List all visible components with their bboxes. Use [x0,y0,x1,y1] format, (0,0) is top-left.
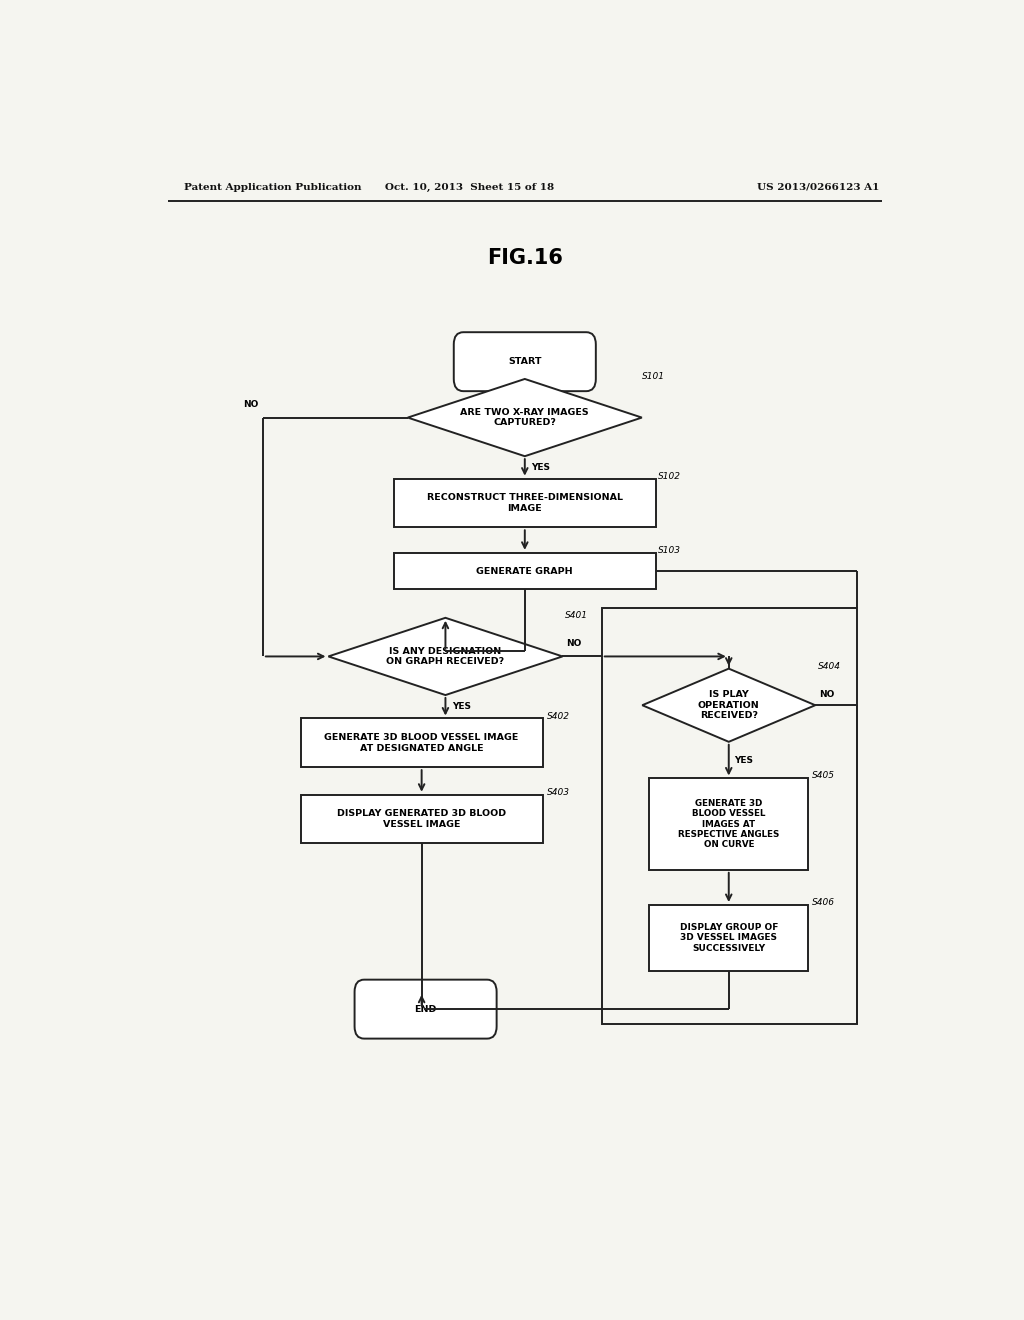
Text: END: END [415,1005,437,1014]
Text: S405: S405 [812,771,836,780]
Text: ARE TWO X-RAY IMAGES
CAPTURED?: ARE TWO X-RAY IMAGES CAPTURED? [461,408,589,428]
Bar [301,795,543,843]
Polygon shape [329,618,562,696]
Bar [394,553,655,589]
FancyBboxPatch shape [454,333,596,391]
Bar [649,906,808,972]
Text: IS PLAY
OPERATION
RECEIVED?: IS PLAY OPERATION RECEIVED? [698,690,760,721]
FancyBboxPatch shape [354,979,497,1039]
Text: Patent Application Publication: Patent Application Publication [183,183,361,191]
Polygon shape [642,669,815,742]
Bar [301,718,543,767]
Text: S401: S401 [564,611,588,620]
Text: NO: NO [566,639,582,648]
Text: DISPLAY GENERATED 3D BLOOD
VESSEL IMAGE: DISPLAY GENERATED 3D BLOOD VESSEL IMAGE [337,809,506,829]
Text: YES: YES [452,702,471,711]
Text: GENERATE 3D
BLOOD VESSEL
IMAGES AT
RESPECTIVE ANGLES
ON CURVE: GENERATE 3D BLOOD VESSEL IMAGES AT RESPE… [678,799,779,850]
Text: S101: S101 [642,372,666,381]
Bar [602,607,856,1024]
Polygon shape [408,379,642,457]
Text: DISPLAY GROUP OF
3D VESSEL IMAGES
SUCCESSIVELY: DISPLAY GROUP OF 3D VESSEL IMAGES SUCCES… [680,923,778,953]
Bar [394,479,655,528]
Text: S103: S103 [658,546,681,556]
Text: FIG.16: FIG.16 [486,248,563,268]
Text: S402: S402 [547,711,570,721]
Text: START: START [508,358,542,366]
Text: YES: YES [734,755,754,764]
Text: S403: S403 [547,788,570,797]
Bar [649,779,808,870]
Text: S406: S406 [812,898,836,907]
Text: NO: NO [819,690,835,700]
Text: US 2013/0266123 A1: US 2013/0266123 A1 [757,183,880,191]
Text: GENERATE GRAPH: GENERATE GRAPH [476,566,573,576]
Text: Oct. 10, 2013  Sheet 15 of 18: Oct. 10, 2013 Sheet 15 of 18 [385,183,554,191]
Text: NO: NO [244,400,259,409]
Text: S102: S102 [658,473,681,480]
Text: RECONSTRUCT THREE-DIMENSIONAL
IMAGE: RECONSTRUCT THREE-DIMENSIONAL IMAGE [427,494,623,512]
Text: IS ANY DESIGNATION
ON GRAPH RECEIVED?: IS ANY DESIGNATION ON GRAPH RECEIVED? [386,647,505,667]
Text: GENERATE 3D BLOOD VESSEL IMAGE
AT DESIGNATED ANGLE: GENERATE 3D BLOOD VESSEL IMAGE AT DESIGN… [325,733,519,752]
Text: YES: YES [531,463,550,471]
Text: S404: S404 [818,663,842,671]
